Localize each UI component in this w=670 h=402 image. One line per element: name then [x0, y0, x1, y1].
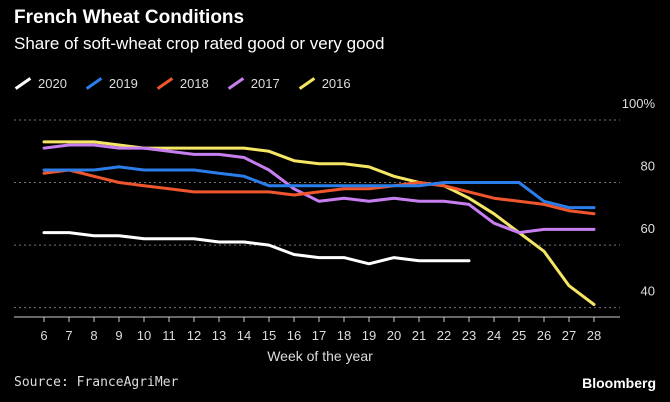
x-tick-label-22: 22	[437, 328, 451, 343]
series-line-2018	[42, 168, 596, 216]
x-tick-label-11: 11	[162, 328, 176, 343]
x-tick-label-18: 18	[337, 328, 351, 343]
x-tick-label-21: 21	[412, 328, 426, 343]
legend-item-2016: 2016	[298, 76, 351, 91]
x-tick-label-28: 28	[587, 328, 601, 343]
x-tick-label-7: 7	[65, 328, 72, 343]
legend-item-2017: 2017	[227, 76, 280, 91]
legend-label-2016: 2016	[321, 76, 351, 91]
legend-item-2020: 2020	[14, 76, 67, 91]
x-tick-label-17: 17	[312, 328, 326, 343]
y-tick-label-100: 100%	[622, 96, 656, 111]
x-tick-label-13: 13	[212, 328, 226, 343]
legend-item-2019: 2019	[85, 76, 138, 91]
brand-logo: Bloomberg	[582, 375, 656, 391]
series-line-2019	[42, 165, 596, 210]
series-line-2017	[42, 143, 596, 235]
series-line-2020	[42, 231, 471, 266]
x-tick-label-16: 16	[287, 328, 301, 343]
y-tick-label-80: 80	[641, 159, 655, 174]
legend-item-2018: 2018	[156, 76, 209, 91]
x-tick-label-6: 6	[40, 328, 47, 343]
legend-label-2018: 2018	[179, 76, 209, 91]
chart-legend: 2020 2019 2018 2017 2016	[14, 76, 369, 91]
x-tick-label-19: 19	[362, 328, 376, 343]
x-tick-label-26: 26	[537, 328, 551, 343]
x-tick-label-12: 12	[187, 328, 201, 343]
source-note: Source: FranceAgriMer	[14, 375, 179, 390]
x-tick-label-20: 20	[387, 328, 401, 343]
legend-label-2019: 2019	[108, 76, 138, 91]
y-tick-label-40: 40	[641, 284, 655, 299]
x-tick-label-23: 23	[462, 328, 476, 343]
x-tick-label-15: 15	[262, 328, 276, 343]
series-line-2016	[42, 140, 596, 306]
legend-label-2017: 2017	[250, 76, 280, 91]
x-tick-label-9: 9	[115, 328, 122, 343]
x-tick-label-24: 24	[487, 328, 501, 343]
legend-label-2020: 2020	[38, 76, 67, 91]
x-tick-label-8: 8	[90, 328, 97, 343]
chart-title: French Wheat Conditions	[14, 7, 245, 28]
x-tick-label-10: 10	[137, 328, 151, 343]
chart-subtitle: Share of soft-wheat crop rated good or v…	[14, 34, 385, 53]
x-tick-label-25: 25	[512, 328, 526, 343]
y-tick-label-60: 60	[641, 221, 655, 236]
x-tick-label-14: 14	[237, 328, 251, 343]
x-tick-label-27: 27	[562, 328, 576, 343]
x-axis-label: Week of the year	[267, 348, 373, 364]
